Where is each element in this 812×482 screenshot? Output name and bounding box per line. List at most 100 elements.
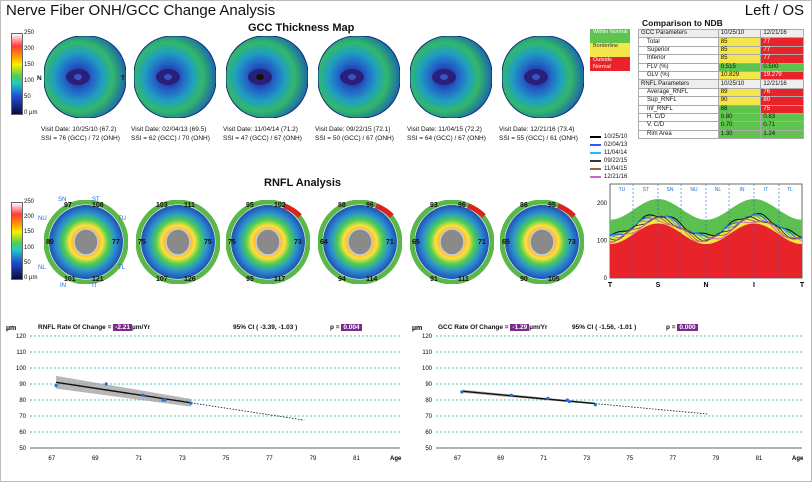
param-label: Superior — [638, 45, 719, 56]
series-swatch — [590, 168, 601, 170]
gcc-thickness-map — [134, 36, 216, 118]
trend-point — [104, 382, 108, 386]
rnfl-p: p = 0.004 — [330, 324, 362, 331]
param-value: 0.500 — [760, 62, 804, 72]
legend-borderline: Borderline — [590, 43, 630, 57]
gcc-params-header: GCC Parameters — [638, 28, 719, 39]
trend-point — [163, 398, 167, 402]
trend-point — [593, 403, 597, 407]
rnfl-p-label: p = — [330, 324, 340, 331]
disc-inferior-temporal-value: 121 — [92, 276, 104, 283]
ndb-row: GLV (%) 10.829 19.279 — [638, 70, 804, 81]
param-label: FLV (%) — [638, 62, 719, 72]
rnfl-rate-value: -2.21 — [113, 324, 133, 331]
gcc-thickness-map — [226, 36, 308, 118]
rnfl-rate-text: RNFL Rate Of Change = — [38, 324, 112, 331]
ndb-row: Inferior 85 77 — [638, 54, 804, 64]
series-swatch — [590, 136, 601, 138]
gcc-thickness-map — [502, 36, 584, 118]
param-label: V. C/D — [638, 121, 719, 131]
trend-x-label: Age — [390, 456, 402, 462]
rnfl-thickness-disc — [44, 200, 128, 284]
rnfl-scale-label: 250 — [24, 199, 35, 205]
gcc-color-scale — [11, 33, 23, 115]
param-value: 85 — [717, 45, 762, 56]
gcc-scale-label: 50 — [24, 94, 31, 100]
ndb-date: 12/21/16 — [760, 28, 804, 39]
disc-inferior-temporal-value: 126 — [184, 276, 196, 283]
legend-within-normal: Within Normal — [590, 29, 630, 43]
trend-x-tick: 75 — [626, 456, 633, 462]
profile-x-label: S — [656, 282, 661, 289]
param-value: 76 — [760, 87, 804, 98]
series-legend-label: 12/21/16 — [604, 174, 628, 180]
quadrant-label: IN — [60, 283, 66, 289]
param-value: 0.70 — [717, 121, 762, 131]
gcc-thickness-map — [44, 36, 126, 118]
trend-point — [567, 400, 572, 404]
rnfl-rate-unit: µm/Yr — [132, 324, 151, 331]
param-value: 19.279 — [760, 70, 804, 81]
ndb-row: Rim Area 1.30 1.24 — [638, 129, 804, 140]
param-label: Inferior — [638, 54, 719, 64]
visit-ssi: SSI = 55 (GCC) / 61 (ONH) — [499, 135, 578, 142]
trend-x-tick: 81 — [353, 456, 360, 462]
profile-sector-label: NU — [690, 187, 698, 193]
ndb-date: 10/25/10 — [717, 79, 762, 89]
series-legend-item: 11/04/15 — [590, 165, 627, 173]
disc-inferior-temporal-value: 117 — [274, 276, 286, 283]
gcc-title: GCC Thickness Map — [248, 22, 355, 34]
disc-superior-nasal-value: 103 — [156, 202, 168, 209]
param-label: H. C/D — [638, 112, 719, 123]
disc-superior-temporal-value: 96 — [366, 202, 374, 209]
gcc-thickness-map — [410, 36, 492, 118]
disc-superior-temporal-value: 96 — [458, 202, 466, 209]
gcc-p-value: 0.000 — [677, 324, 698, 331]
profile-y-tick: 200 — [597, 201, 608, 207]
trend-x-tick: 71 — [135, 456, 142, 462]
series-swatch — [590, 144, 601, 146]
rnfl-ci: 95% CI ( -3.39, -1.03 ) — [233, 324, 298, 331]
trend-y-tick: 80 — [425, 398, 432, 404]
ndb-title: Comparison to NDB — [642, 18, 723, 28]
param-label: Total — [638, 37, 719, 47]
rnfl-scale-label: 0 µm — [24, 275, 38, 281]
gcc-scale-label: 200 — [24, 46, 35, 52]
ndb-row: Superior 85 77 — [638, 45, 804, 56]
gcc-thickness-map — [318, 36, 400, 118]
disc-superior-temporal-value: 108 — [92, 202, 104, 209]
param-value: 1.24 — [760, 129, 804, 140]
disc-superior-nasal-value: 93 — [430, 202, 438, 209]
gcc-scale-label: 250 — [24, 30, 35, 36]
trend-y-tick: 80 — [19, 398, 26, 404]
series-legend-item: 02/04/13 — [590, 141, 627, 149]
series-legend-item: 10/25/10 — [590, 133, 627, 141]
visit-date: Visit Date: 09/22/15 (72.1) — [315, 126, 391, 133]
trend-y-tick: 100 — [16, 366, 27, 372]
trend-y-tick: 60 — [19, 430, 26, 436]
visit-date: Visit Date: 11/04/14 (71.2) — [223, 126, 298, 133]
trend-y-tick: 120 — [422, 334, 433, 340]
rnfl-thickness-disc — [226, 200, 310, 284]
trend-unit: µm — [6, 325, 16, 332]
trend-x-tick: 79 — [310, 456, 317, 462]
visit-date: Visit Date: 10/25/10 (67.2) — [41, 126, 117, 133]
trend-y-tick: 90 — [19, 382, 26, 388]
profile-sector-label: NL — [715, 187, 722, 193]
rnfl-p-value: 0.004 — [341, 324, 362, 331]
param-value: 10.829 — [717, 70, 762, 81]
ndb-row: V. C/D 0.70 0.71 — [638, 121, 804, 131]
trend-x-tick: 73 — [179, 456, 186, 462]
profile-x-label: I — [753, 282, 755, 289]
visit-ssi: SSI = 47 (GCC) / 67 (ONH) — [223, 135, 302, 142]
series-legend: 10/25/10 02/04/13 11/04/14 09/22/15 11/04/15… — [590, 133, 627, 181]
series-legend-label: 10/25/10 — [604, 134, 628, 140]
trend-point — [54, 384, 58, 388]
rnfl-rate-label: RNFL Rate Of Change = -2.21 µm/Yr — [38, 324, 150, 331]
gcc-rate-value: -1.29 — [510, 324, 530, 331]
quadrant-label: ST — [92, 197, 100, 203]
disc-nasal-value: 65 — [502, 239, 510, 246]
ndb-comparison: Comparison to NDB GCC Parameters 10/25/10… — [634, 18, 808, 140]
rnfl-scale-label: 150 — [24, 229, 35, 236]
